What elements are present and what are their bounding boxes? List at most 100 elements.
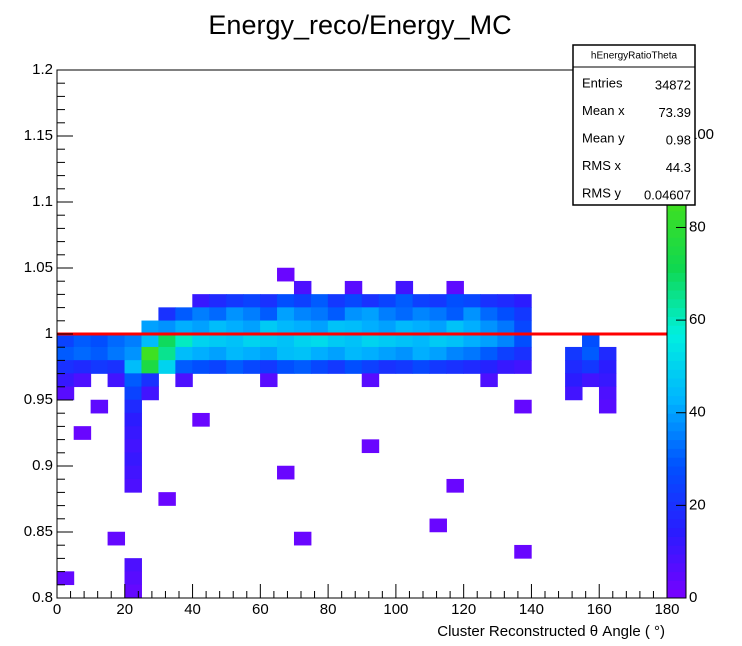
heatmap-cell [327, 294, 346, 308]
color-bar-segment [667, 545, 686, 555]
heatmap-cell [243, 320, 261, 335]
heatmap-cell [598, 386, 617, 401]
heatmap-cell [192, 346, 210, 361]
heatmap-cell [344, 320, 363, 335]
heatmap-cell [463, 360, 481, 374]
heatmap-cell [344, 346, 363, 361]
color-bar-tick-label: 20 [689, 496, 706, 513]
heatmap-cell [412, 294, 431, 308]
color-bar-segment [667, 210, 686, 221]
heatmap-cell [598, 346, 617, 361]
y-tick-label: 1.05 [24, 259, 53, 276]
color-bar-segment [667, 281, 686, 291]
heatmap-cell [395, 320, 414, 335]
heatmap-cell [310, 333, 329, 348]
heatmap-cell [277, 294, 295, 308]
heatmap-cell [293, 307, 312, 322]
heatmap-cell [141, 386, 159, 401]
color-bar-segment [667, 510, 686, 520]
heatmap-cell [158, 492, 176, 506]
color-bar-segment [667, 589, 686, 599]
color-bar-segment [667, 404, 686, 414]
heatmap-cell [73, 346, 92, 361]
heatmap-cell [277, 320, 295, 335]
color-bar-segment [667, 298, 686, 309]
heatmap-cell [582, 346, 600, 361]
y-tick-label: 1.15 [24, 127, 53, 144]
heatmap-cell [327, 346, 346, 361]
heatmap-cell [192, 412, 210, 427]
color-bar-segment [667, 483, 686, 493]
heatmap-cell [412, 360, 431, 374]
heatmap-cell [141, 346, 159, 361]
heatmap-cell [480, 294, 498, 308]
heatmap-cell [277, 346, 295, 361]
color-bar-segment [667, 571, 686, 581]
heatmap-cell [327, 333, 346, 348]
heatmap-cell [90, 333, 109, 348]
color-bar-segment [667, 395, 686, 405]
heatmap-cell [361, 360, 380, 374]
heatmap-cell [310, 320, 329, 335]
heatmap-cell [344, 360, 363, 374]
color-bar-segment [667, 272, 686, 282]
heatmap-cell [429, 294, 447, 308]
heatmap-cell [514, 346, 532, 361]
heatmap-cell [175, 333, 193, 348]
color-bar-segment [667, 325, 686, 335]
heatmap-cell [209, 333, 227, 348]
y-tick-label: 0.8 [32, 589, 53, 606]
heatmap-cell [141, 320, 159, 335]
stats-label: RMS x [582, 158, 622, 173]
x-tick-label: 160 [587, 601, 612, 618]
heatmap-cell [429, 320, 447, 335]
heatmap-cell [446, 320, 464, 335]
heatmap-cell [497, 294, 515, 308]
heatmap-cell [277, 267, 295, 282]
stats-label: Entries [582, 75, 623, 90]
color-bar-segment [667, 430, 686, 441]
x-tick-label: 20 [116, 601, 133, 618]
color-bar-segment [667, 422, 686, 432]
heatmap-cell [158, 346, 176, 361]
heatmap-cell [124, 412, 142, 427]
heatmap-cell [514, 544, 532, 559]
color-bar-segment [667, 369, 686, 379]
color-bar-segment [667, 263, 686, 273]
heatmap-cell [175, 373, 193, 388]
heatmap-cell [277, 333, 295, 348]
color-bar-segment [667, 466, 686, 476]
color-bar-segment [667, 518, 686, 529]
heatmap-cell [124, 558, 142, 572]
color-bar-tick-label: 80 [689, 218, 706, 235]
heatmap-cell [158, 320, 176, 335]
heatmap-cell [412, 333, 431, 348]
heatmap-cell [260, 320, 278, 335]
heatmap-cell [565, 386, 583, 401]
color-bar-segment [667, 439, 686, 449]
heatmap-cell [429, 518, 447, 533]
heatmap-cell [90, 346, 109, 361]
heatmap-cell [124, 439, 142, 454]
y-tick-label: 0.9 [32, 457, 53, 474]
heatmap-cell [243, 294, 261, 308]
color-bar-segment [667, 342, 686, 353]
heatmap-cell [192, 333, 210, 348]
heatmap-cell [293, 320, 312, 335]
y-tick-label: 1.1 [32, 193, 53, 210]
heatmap-cell [192, 360, 210, 374]
heatmap-cell [209, 346, 227, 361]
heatmap-cell [446, 346, 464, 361]
heatmap-cell [429, 346, 447, 361]
heatmap-cell [158, 333, 176, 348]
heatmap-cell [56, 386, 75, 401]
heatmap-cell [226, 346, 244, 361]
color-bar-segment [667, 448, 686, 458]
heatmap-cell [56, 360, 75, 374]
y-tick-label: 1 [45, 325, 53, 342]
heatmap-cell [293, 360, 312, 374]
heatmap-cell [56, 373, 75, 388]
heatmap-cell [124, 584, 142, 599]
heatmap-cell [344, 307, 363, 322]
heatmap-cell [90, 360, 109, 374]
